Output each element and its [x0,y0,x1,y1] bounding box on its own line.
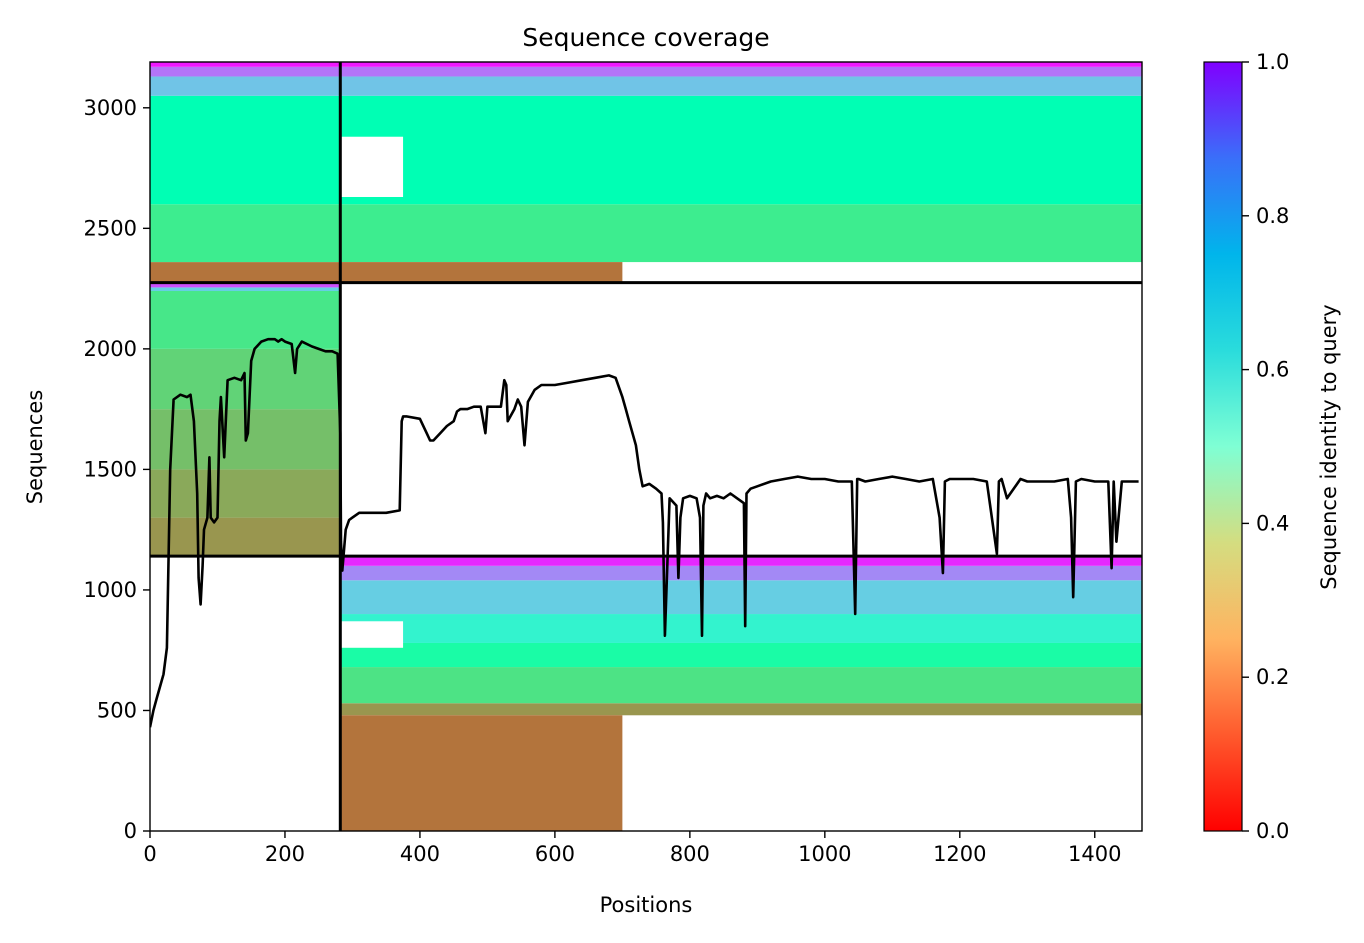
x-tick-label: 600 [535,842,575,866]
heatmap-band [150,287,341,292]
x-tick-label: 800 [670,842,710,866]
colorbar-tick-label: 0.4 [1256,511,1289,535]
colorbar [1203,61,1243,832]
heatmap-layer [150,62,1142,831]
coverage-line-layer [150,337,1139,728]
x-tick-label: 400 [400,842,440,866]
heatmap-band [340,614,1142,643]
colorbar-tick-label: 0.6 [1256,358,1289,382]
heatmap-band [150,66,341,77]
heatmap-band [340,204,1142,263]
heatmap-band [150,469,341,518]
x-tick-label: 0 [143,842,156,866]
heatmap-band [340,76,1142,96]
y-tick-label: 2000 [84,337,137,361]
heatmap-band [340,715,623,831]
x-tick-label: 1400 [1068,842,1121,866]
colorbar-tick-label: 0.8 [1256,204,1289,228]
heatmap-band [340,66,1142,77]
y-tick-label: 3000 [84,96,137,120]
heatmap-band [150,204,341,263]
heatmap-band [340,565,1142,581]
heatmap-band [340,642,1142,668]
heatmap-band [340,580,1142,615]
heatmap-band [150,262,341,283]
heatmap-band [150,62,341,67]
colorbar-label: Sequence identity to query [1317,304,1341,589]
y-tick-label: 500 [97,698,137,722]
x-tick-label: 1200 [933,842,986,866]
heatmap-band [340,667,1142,704]
y-tick-label: 1000 [84,578,137,602]
heatmap-band [340,556,1142,566]
y-tick-label: 1500 [84,457,137,481]
plot-frame [149,61,1143,832]
heatmap-band [150,291,341,349]
chart-title: Sequence coverage [522,23,769,52]
heatmap-band [340,262,623,283]
heatmap-band [150,76,341,96]
x-axis-ticks: 0 200 400 600 800 1000 1200 1400 [143,831,1121,866]
y-axis-label: Sequences [23,390,47,505]
heatmap-band [340,703,1142,716]
heatmap-band [150,282,341,288]
heatmap-gap [340,136,404,197]
y-tick-label: 0 [124,819,137,843]
heatmap-band [150,517,341,557]
x-axis-label: Positions [600,893,693,917]
x-tick-label: 1000 [798,842,851,866]
heatmap-band [150,95,341,205]
colorbar-ticks: 0.0 0.2 0.4 0.6 0.8 1.0 [1242,50,1289,843]
coverage-line [150,337,1139,728]
heatmap-gap [340,621,404,648]
y-tick-label: 2500 [84,216,137,240]
heatmap-band [340,62,1142,67]
colorbar-tick-label: 0.2 [1256,665,1289,689]
y-axis-ticks: 0 500 1000 1500 2000 2500 3000 [84,96,150,843]
colorbar-tick-label: 0.0 [1256,819,1289,843]
heatmap-band [340,95,1142,205]
colorbar-tick-label: 1.0 [1256,50,1289,74]
x-tick-label: 200 [265,842,305,866]
